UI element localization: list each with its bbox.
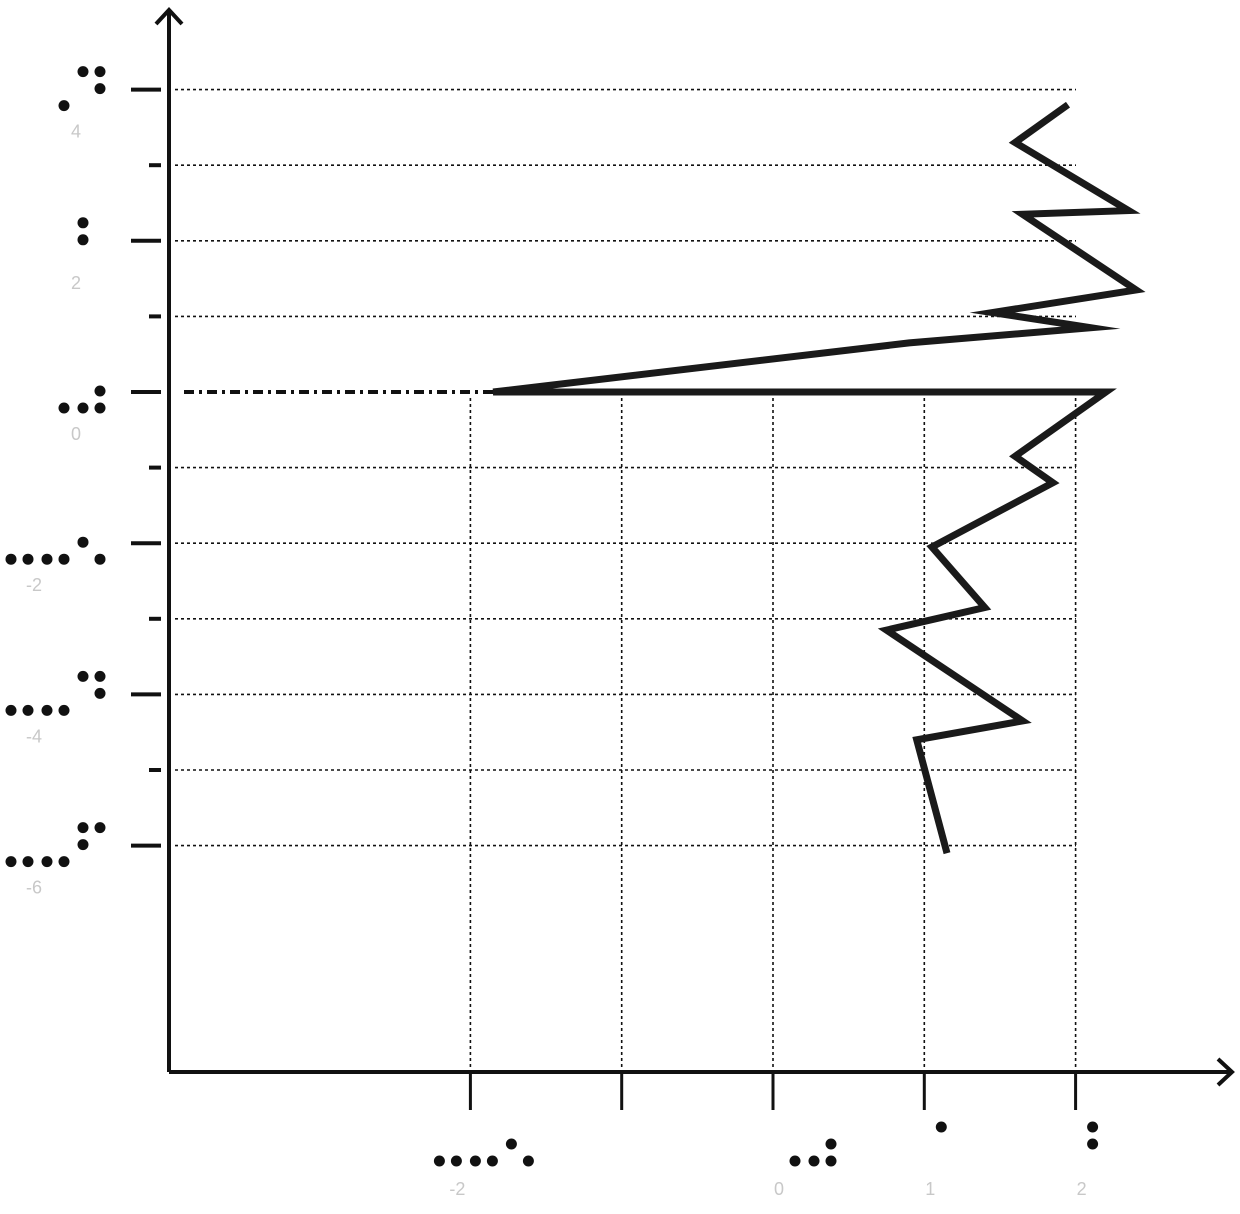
y-tick-label: -4 xyxy=(26,726,42,746)
braille-dot xyxy=(58,402,70,414)
braille-dot xyxy=(94,66,106,78)
braille-dot xyxy=(22,704,34,716)
braille-dot xyxy=(94,385,106,397)
y-tick-braille xyxy=(5,670,106,716)
braille-dot xyxy=(5,704,17,716)
braille-dot xyxy=(58,553,70,565)
braille-dot xyxy=(94,670,106,682)
series xyxy=(184,101,1146,855)
y-axis-arrow xyxy=(154,7,184,26)
y-tick-label: 2 xyxy=(71,273,81,293)
braille-dot xyxy=(77,66,89,78)
x-tick-braille xyxy=(935,1121,947,1133)
y-tick-braille xyxy=(5,822,106,868)
braille-dot xyxy=(58,100,70,112)
y-tick-braille xyxy=(5,536,106,565)
braille-dot xyxy=(935,1121,947,1133)
braille-dot xyxy=(789,1155,801,1167)
y-tick-braille xyxy=(58,66,106,112)
y-tick-braille xyxy=(58,385,106,414)
x-tick-label: 1 xyxy=(925,1179,935,1199)
braille-dot xyxy=(808,1155,820,1167)
braille-dot xyxy=(77,670,89,682)
series-line-0 xyxy=(492,101,1146,855)
y-tick-braille xyxy=(77,217,89,246)
braille-dot xyxy=(94,687,106,699)
braille-dot xyxy=(450,1155,462,1167)
braille-dot xyxy=(77,536,89,548)
braille-dot xyxy=(1087,1121,1099,1133)
x-tick-braille xyxy=(1087,1121,1099,1150)
braille-dot xyxy=(58,856,70,868)
braille-dot xyxy=(825,1138,837,1150)
braille-dot xyxy=(522,1155,534,1167)
x-tick-braille xyxy=(433,1138,534,1167)
x-tick-label: 2 xyxy=(1077,1179,1087,1199)
braille-dot xyxy=(94,402,106,414)
axes xyxy=(154,7,1235,1087)
y-tick-label: 4 xyxy=(71,122,81,142)
y-tick-label: -2 xyxy=(26,575,42,595)
braille-dot xyxy=(22,856,34,868)
braille-dot xyxy=(94,553,106,565)
braille-dot xyxy=(486,1155,498,1167)
braille-dot xyxy=(5,856,17,868)
braille-dot xyxy=(1087,1138,1099,1150)
braille-dot xyxy=(77,402,89,414)
braille-dot xyxy=(94,822,106,834)
braille-dot xyxy=(41,704,53,716)
braille-dot xyxy=(22,553,34,565)
braille-dot xyxy=(77,217,89,229)
ticks xyxy=(131,87,1078,1110)
braille-dot xyxy=(41,856,53,868)
tick-labels: 4 2 0 -2 -4 -6 -2 0 1 2 xyxy=(5,66,1099,1199)
braille-dot xyxy=(58,704,70,716)
braille-dot xyxy=(469,1155,481,1167)
y-tick-label: 0 xyxy=(71,424,81,444)
grid xyxy=(175,88,1077,1070)
x-tick-label: -2 xyxy=(449,1179,465,1199)
braille-dot xyxy=(5,553,17,565)
x-axis-arrow xyxy=(1216,1057,1235,1087)
x-tick-braille xyxy=(789,1138,837,1167)
braille-dot xyxy=(77,822,89,834)
braille-dot xyxy=(94,83,106,95)
braille-dot xyxy=(77,234,89,246)
braille-dot xyxy=(505,1138,517,1150)
braille-dot xyxy=(77,839,89,851)
braille-dot xyxy=(825,1155,837,1167)
x-tick-label: 0 xyxy=(774,1179,784,1199)
braille-dot xyxy=(41,553,53,565)
braille-dot xyxy=(433,1155,445,1167)
y-tick-label: -6 xyxy=(26,878,42,898)
